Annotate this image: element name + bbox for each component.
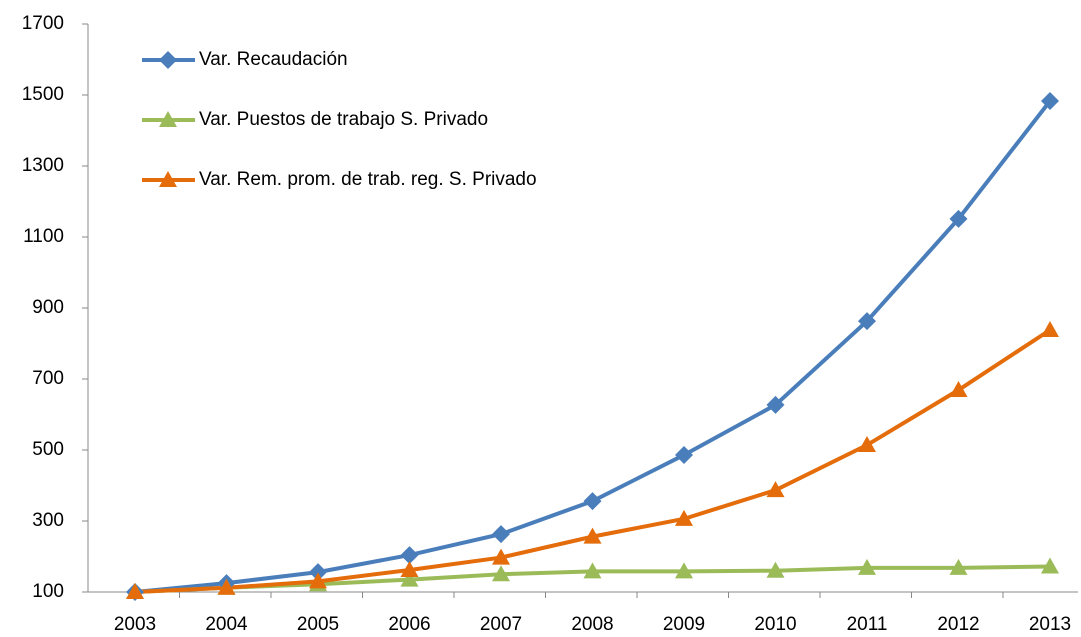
marker [400, 560, 419, 577]
marker [583, 527, 602, 544]
x-tick-label: 2013 [1029, 614, 1071, 635]
x-tick-label: 2009 [663, 614, 705, 635]
x-tick-label: 2005 [297, 614, 339, 635]
x-tick-label: 2008 [571, 614, 613, 635]
legend-label: Var. Rem. prom. de trab. reg. S. Privado [199, 169, 537, 190]
marker [858, 558, 876, 575]
marker [492, 525, 510, 544]
x-tick-label: 2004 [205, 614, 248, 635]
marker [675, 445, 693, 464]
marker [949, 381, 968, 398]
marker [1041, 321, 1059, 338]
marker [583, 492, 602, 511]
marker [766, 561, 785, 578]
marker [766, 395, 785, 414]
y-tick-label: 1500 [22, 84, 64, 105]
x-tick-label: 2010 [754, 614, 796, 635]
x-tick-label: 2007 [480, 614, 522, 635]
x-tick-label: 2006 [388, 614, 430, 635]
marker [492, 548, 510, 565]
y-tick-label: 1100 [23, 226, 64, 247]
marker [1041, 557, 1059, 574]
marker [309, 563, 327, 582]
marker [492, 565, 510, 582]
marker [1041, 92, 1059, 111]
marker [400, 546, 419, 565]
marker [159, 111, 177, 127]
legend-label: Var. Recaudación [199, 49, 348, 70]
y-tick-label: 900 [32, 297, 64, 318]
y-tick-label: 700 [32, 368, 64, 389]
marker [309, 572, 327, 589]
y-tick-label: 100 [32, 581, 64, 602]
marker [858, 436, 876, 453]
marker [159, 51, 177, 69]
marker [949, 209, 968, 228]
marker [675, 562, 693, 579]
marker [766, 481, 785, 498]
marker [126, 583, 144, 599]
x-tick-label: 2003 [114, 614, 156, 635]
marker [159, 171, 177, 187]
x-tick-label: 2011 [847, 614, 888, 635]
marker [400, 570, 419, 587]
legend-label: Var. Puestos de trabajo S. Privado [199, 109, 488, 130]
y-tick-label: 500 [32, 439, 64, 460]
marker [217, 578, 236, 595]
y-tick-label: 300 [32, 510, 64, 531]
y-tick-label: 1700 [22, 13, 64, 34]
x-tick-label: 2012 [937, 614, 979, 635]
marker [949, 558, 968, 575]
y-tick-label: 1300 [22, 155, 64, 176]
marker [583, 562, 602, 579]
marker [858, 312, 876, 331]
marker [675, 509, 693, 526]
series-line [134, 328, 1052, 594]
